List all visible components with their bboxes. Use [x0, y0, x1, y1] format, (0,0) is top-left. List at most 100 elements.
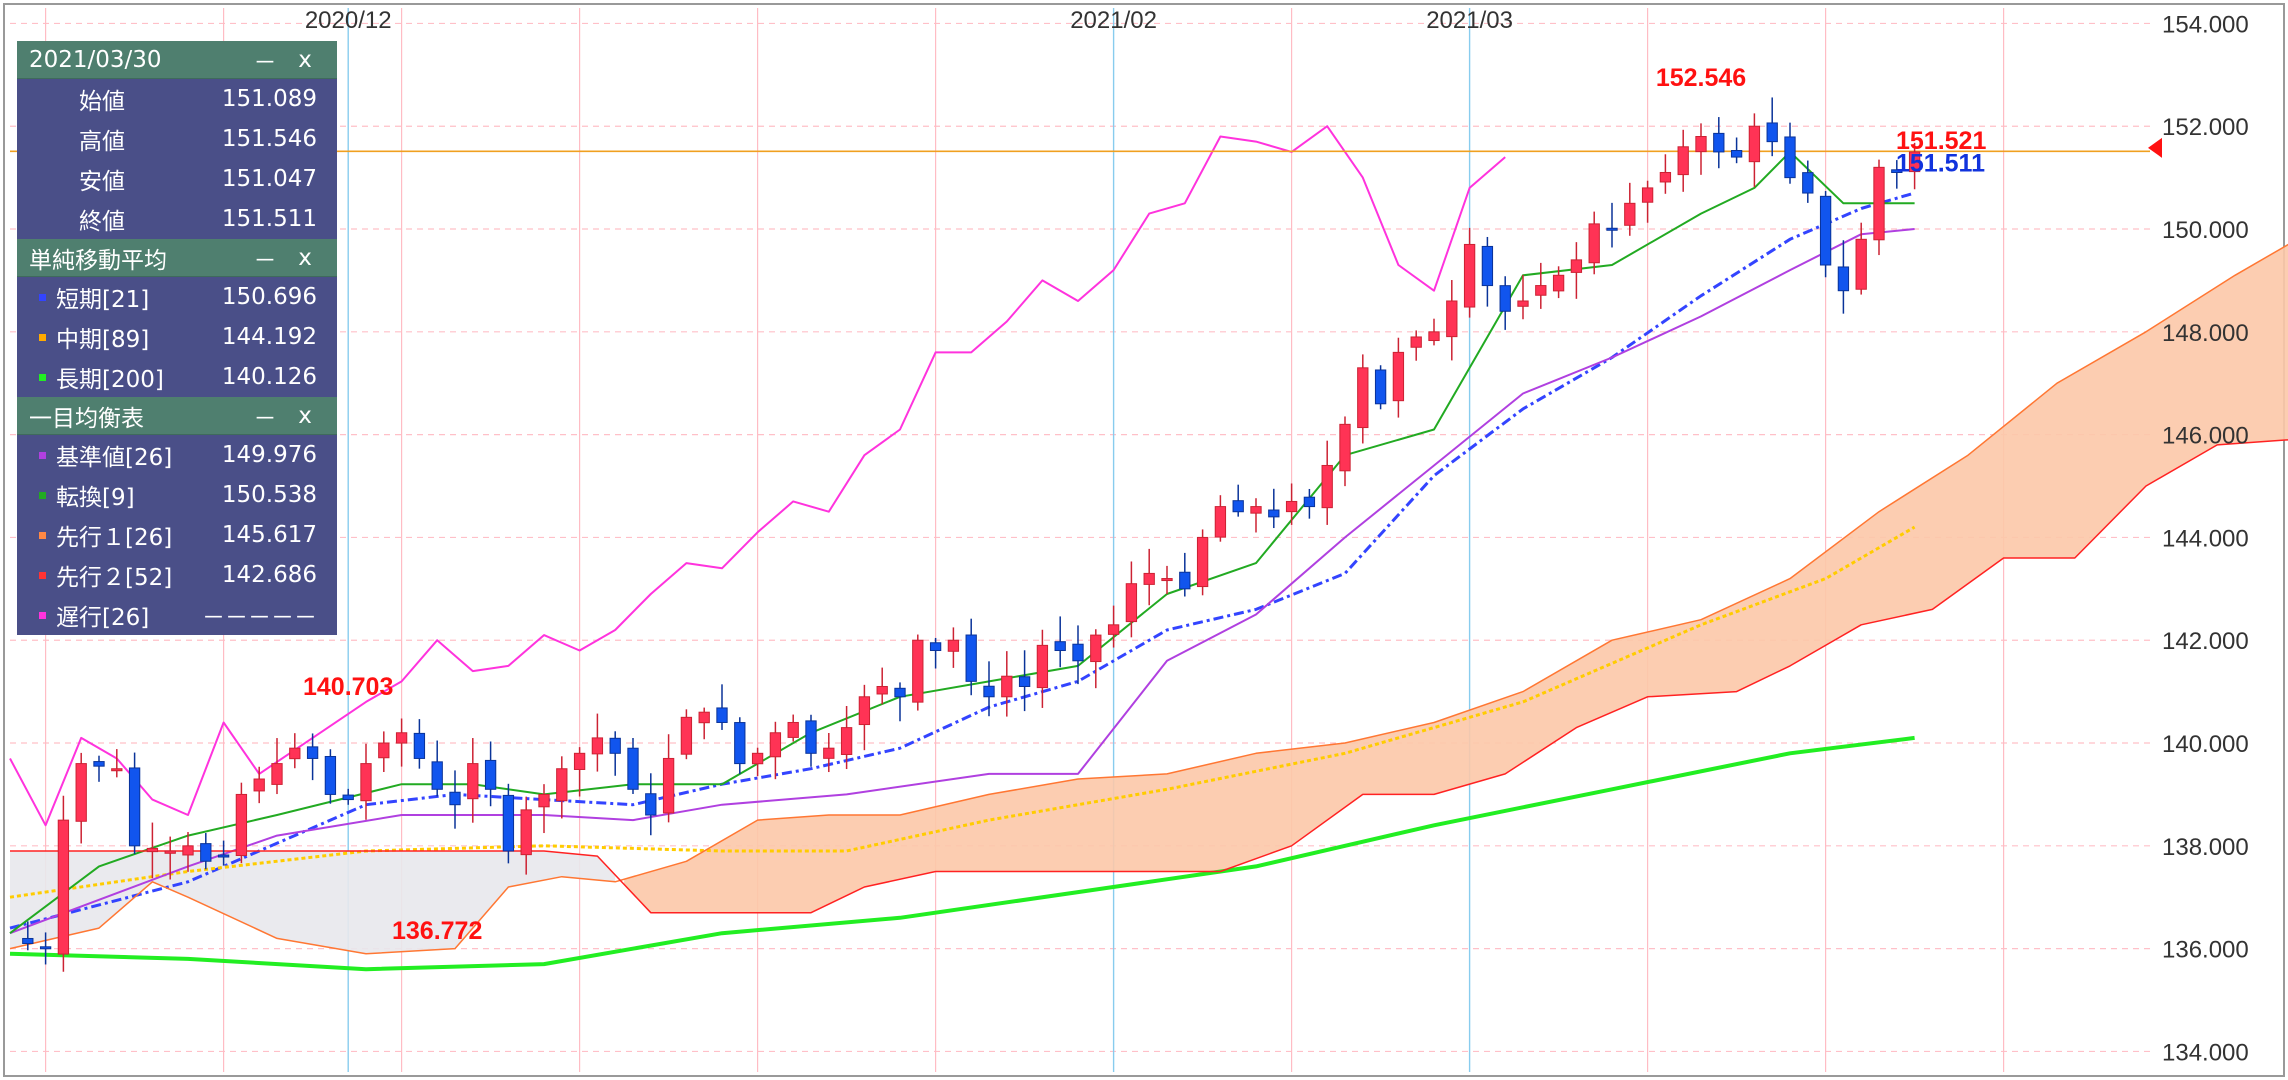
row-label: 終値 — [79, 209, 125, 235]
candle-body — [1659, 171, 1672, 183]
candle-body — [520, 809, 532, 856]
candle-body — [894, 687, 906, 698]
candle-body — [22, 937, 34, 944]
series-color-swatch — [39, 293, 46, 301]
candle-body — [1535, 285, 1547, 296]
y-tick-label: 134.000 — [2162, 1039, 2249, 1066]
panel-header-date: 2021/03/30 － x — [17, 41, 337, 79]
price-tag: 151.511 — [1896, 149, 1985, 177]
candles — [22, 97, 1921, 972]
row-value: 151.546 — [221, 126, 317, 152]
candle-body — [146, 847, 159, 853]
candle-body — [912, 639, 924, 703]
candle-body — [57, 819, 70, 955]
row-label: 高値 — [79, 129, 125, 155]
candle-body — [1250, 506, 1262, 514]
panel-row: 先行１[26] 145.617 — [17, 515, 337, 555]
candle-body — [111, 768, 123, 772]
candle-body — [1695, 136, 1707, 153]
row-value: 151.089 — [221, 86, 317, 112]
candle-body — [751, 752, 764, 765]
row-value: －－－－－ — [202, 605, 317, 631]
candle-body — [1855, 238, 1867, 290]
row-value: 144.192 — [221, 324, 317, 350]
info-panel: 2021/03/30 － x 始値 151.089 高値 151.546 安値 151.0… — [17, 41, 337, 635]
close-button[interactable]: x — [298, 46, 312, 73]
candle-body — [1819, 195, 1832, 266]
candle-body — [734, 722, 746, 765]
candle-body — [716, 707, 728, 723]
price-annotation: 136.772 — [392, 917, 482, 945]
candle-body — [467, 763, 479, 800]
panel-row: 高値 151.546 — [17, 119, 337, 159]
row-value: 150.538 — [221, 482, 317, 508]
candle-body — [1357, 367, 1369, 429]
series-line-短期[21] — [9, 191, 1916, 930]
candle-body — [431, 761, 443, 790]
candle-body — [983, 685, 995, 698]
candle-body — [1446, 300, 1458, 338]
candle-body — [1054, 641, 1066, 652]
candle-body — [1143, 572, 1155, 585]
row-label: 短期[21] — [56, 287, 150, 313]
candle-body — [1196, 536, 1209, 588]
candle-body — [39, 946, 52, 950]
close-button[interactable]: x — [298, 402, 312, 429]
series-color-swatch — [39, 491, 46, 499]
candle-body — [75, 763, 87, 822]
price-annotation: 140.703 — [303, 673, 393, 701]
y-tick-label: 148.000 — [2162, 320, 2249, 347]
candle-body — [93, 761, 105, 767]
candle-body — [1125, 583, 1138, 623]
series-color-swatch — [39, 451, 46, 459]
candle-body — [1517, 300, 1529, 307]
month-label: 2021/03 — [1426, 7, 1513, 34]
candle-body — [1392, 351, 1405, 402]
candle-body — [1641, 187, 1654, 203]
row-value: 145.617 — [221, 522, 317, 548]
chart-labels: 2020/12 2021/02 2021/03 140.703 136.772 152.5… — [303, 7, 2162, 945]
close-button[interactable]: x — [298, 244, 312, 271]
y-tick-label: 154.000 — [2162, 11, 2249, 38]
series-color-swatch — [39, 611, 46, 619]
candle-body — [182, 845, 194, 856]
candle-body — [645, 793, 657, 816]
candle-body — [1552, 274, 1565, 292]
price-tag: 151.521 — [1896, 127, 1986, 155]
candle-body — [1018, 676, 1031, 687]
candle-body — [395, 732, 408, 744]
candle-body — [1908, 151, 1921, 173]
row-value: 151.511 — [221, 206, 317, 232]
candle-body — [1677, 146, 1689, 176]
candle-body — [1303, 496, 1316, 508]
ichimoku-title: 一目均衡表 — [29, 405, 144, 432]
series-line-遅行[26] — [9, 125, 1506, 827]
candle-body — [876, 685, 888, 695]
candle-body — [1713, 132, 1725, 153]
series-color-swatch — [39, 373, 46, 381]
row-value: 142.686 — [221, 562, 317, 588]
candle-body — [805, 720, 817, 754]
price-pointer — [2148, 137, 2162, 158]
row-value: 150.696 — [221, 284, 317, 310]
candle-body — [1072, 643, 1084, 662]
candle-body — [1339, 423, 1351, 472]
candle-body — [947, 639, 960, 652]
panel-row: 始値 151.089 — [17, 79, 337, 119]
row-value: 151.047 — [221, 166, 317, 192]
candle-body — [840, 727, 853, 755]
candle-body — [1624, 202, 1636, 226]
minimize-button[interactable]: － — [253, 405, 277, 432]
row-label: 先行２[52] — [56, 565, 173, 591]
candle-body — [378, 742, 390, 759]
minimize-button[interactable]: － — [253, 247, 277, 274]
series-line-基準値[26] — [9, 228, 1915, 935]
row-label: 遅行[26] — [56, 605, 150, 631]
minimize-button[interactable]: － — [253, 49, 277, 76]
row-label: 先行１[26] — [56, 525, 173, 551]
candle-body — [200, 843, 212, 862]
candle-body — [253, 778, 265, 792]
candle-body — [627, 747, 639, 790]
candle-body — [484, 759, 497, 790]
